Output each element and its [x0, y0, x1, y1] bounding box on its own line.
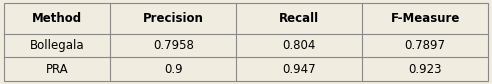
Text: 0.7897: 0.7897: [404, 39, 446, 52]
Text: PRA: PRA: [46, 63, 68, 76]
Text: Recall: Recall: [279, 12, 319, 25]
Text: Method: Method: [32, 12, 82, 25]
Text: 0.804: 0.804: [282, 39, 316, 52]
Text: Bollegala: Bollegala: [30, 39, 85, 52]
Text: 0.923: 0.923: [408, 63, 442, 76]
Text: F-Measure: F-Measure: [391, 12, 460, 25]
Text: Precision: Precision: [143, 12, 204, 25]
Text: 0.947: 0.947: [282, 63, 316, 76]
Text: 0.9: 0.9: [164, 63, 183, 76]
Text: 0.7958: 0.7958: [153, 39, 194, 52]
